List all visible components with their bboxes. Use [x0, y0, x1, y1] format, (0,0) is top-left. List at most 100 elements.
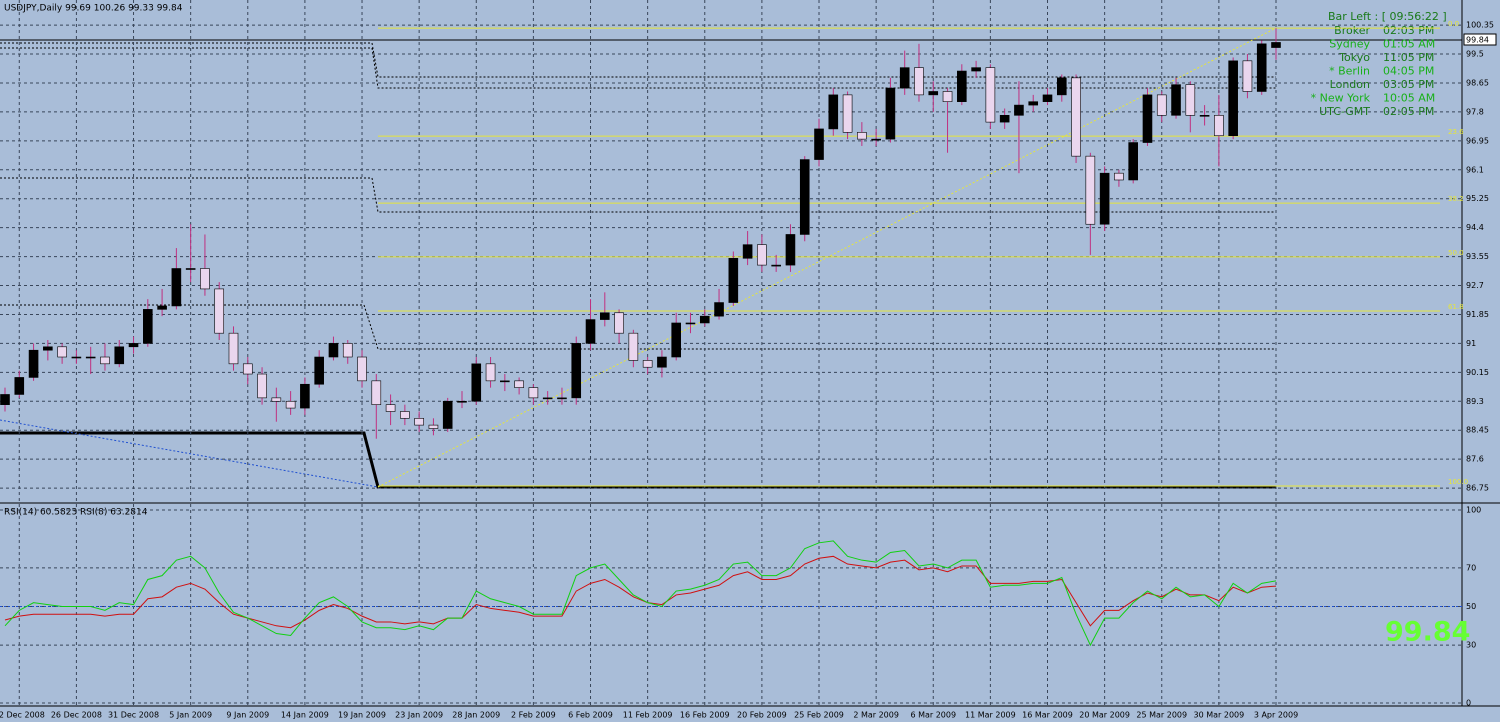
candle-body — [1256, 43, 1267, 92]
x-tick-label: 30 Mar 2009 — [1194, 711, 1245, 720]
fibo-label: 38.2 — [1448, 195, 1464, 203]
clock-time: 01:05 AM — [1383, 38, 1435, 51]
candle-body — [71, 356, 82, 359]
fibo-label: 61.8 — [1448, 303, 1464, 311]
candle-body — [1242, 60, 1253, 92]
candle-body — [14, 377, 25, 395]
fibo-label: 50.0 — [1448, 249, 1464, 257]
candle-body — [799, 159, 810, 235]
candle-body — [1099, 172, 1110, 225]
y-tick-label: 100.35 — [1466, 21, 1494, 30]
clock-city: Sydney — [1329, 38, 1370, 51]
candle-body — [471, 363, 482, 402]
candle-body — [257, 373, 267, 399]
candle-body — [485, 363, 496, 382]
y-tick-label: 90.15 — [1466, 368, 1489, 377]
candle-body — [171, 268, 182, 307]
fibo-label: 100.0 — [1448, 478, 1468, 486]
x-tick-label: 20 Mar 2009 — [1079, 711, 1130, 720]
candle-body — [957, 70, 967, 102]
chart-header: USDJPY,Daily 99.69 100.26 99.33 99.84 — [4, 4, 183, 14]
y-tick-label: 96.1 — [1466, 165, 1484, 174]
y-tick-label: 50 — [1466, 602, 1476, 611]
candle-body — [785, 234, 796, 266]
candle-body — [371, 380, 382, 405]
candle-body — [385, 404, 396, 412]
candle-body — [542, 397, 553, 400]
candle-body — [314, 356, 324, 385]
price-label: 99.84 — [1466, 36, 1489, 45]
candle-body — [1156, 94, 1167, 116]
y-tick-label: 88.45 — [1466, 426, 1489, 435]
clock-time: 04:05 PM — [1383, 65, 1434, 78]
candle-body — [714, 302, 724, 317]
candle-body — [185, 268, 196, 270]
y-tick-label: 100 — [1466, 506, 1481, 515]
candle-body — [985, 67, 996, 123]
y-tick-label: 92.7 — [1466, 281, 1484, 290]
candle-body — [57, 346, 67, 358]
y-tick-label: 94.4 — [1466, 223, 1484, 232]
y-tick-label: 95.25 — [1466, 194, 1489, 203]
y-tick-label: 97.8 — [1466, 107, 1484, 116]
dotted-level — [0, 47, 1276, 89]
candle-body — [114, 346, 125, 365]
x-tick-label: 26 Dec 2008 — [51, 711, 102, 720]
candle-body — [1171, 84, 1181, 116]
clock-time: 02:05 PM — [1383, 105, 1434, 118]
candle-body — [585, 319, 596, 344]
clock-city: * New York — [1311, 92, 1371, 105]
candle-body — [899, 67, 910, 89]
candle-body — [271, 397, 282, 402]
candle-body — [1085, 155, 1096, 225]
candle-body — [342, 343, 353, 358]
x-tick-label: 25 Feb 2009 — [794, 711, 844, 720]
candle-body — [671, 322, 682, 358]
clock-city: * Berlin — [1329, 65, 1370, 78]
candle-body — [400, 411, 410, 419]
candle-body — [928, 91, 939, 96]
candle-body — [685, 322, 696, 325]
candle-body — [1199, 115, 1210, 117]
x-tick-label: 20 Feb 2009 — [737, 711, 787, 720]
candle-body — [614, 312, 624, 334]
candle-body — [999, 115, 1010, 123]
candle-body — [328, 343, 339, 358]
y-tick-label: 99.5 — [1466, 50, 1484, 59]
candle-body — [85, 356, 96, 359]
candle-body — [571, 343, 582, 399]
x-tick-label: 2 Feb 2009 — [511, 711, 556, 720]
candle-body — [200, 268, 210, 290]
x-tick-label: 11 Feb 2009 — [623, 711, 673, 720]
x-tick-label: 23 Jan 2009 — [395, 711, 443, 720]
rsi-line — [4, 540, 1277, 647]
candle-body — [457, 400, 467, 403]
y-tick-label: 96.95 — [1466, 136, 1489, 145]
x-tick-label: 16 Feb 2009 — [680, 711, 730, 720]
x-tick-label: 25 Mar 2009 — [1136, 711, 1187, 720]
candle-body — [914, 67, 924, 96]
candle-body — [828, 94, 839, 130]
y-tick-label: 93.55 — [1466, 252, 1489, 261]
clock-city: Broker — [1334, 24, 1370, 37]
clock-time: 02:03 PM — [1383, 24, 1434, 37]
x-tick-label: 31 Dec 2008 — [108, 711, 159, 720]
x-tick-label: 3 Apr 2009 — [1254, 711, 1298, 720]
candle-body — [428, 424, 439, 429]
candle-body — [557, 397, 567, 400]
candle-body — [100, 356, 110, 365]
candle-body — [500, 380, 510, 383]
x-tick-label: 5 Jan 2009 — [169, 711, 212, 720]
candle-body — [300, 383, 310, 409]
candle-body — [842, 94, 853, 133]
candle-body — [128, 343, 139, 348]
bar-left: Bar Left : [ 09:56:22 ] — [1328, 10, 1447, 23]
y-tick-label: 89.3 — [1466, 397, 1484, 406]
y-tick-label: 30 — [1466, 641, 1476, 650]
candle-body — [1028, 101, 1039, 106]
x-tick-label: 9 Jan 2009 — [226, 711, 269, 720]
candle-body — [599, 312, 610, 320]
candle-body — [1142, 94, 1153, 143]
